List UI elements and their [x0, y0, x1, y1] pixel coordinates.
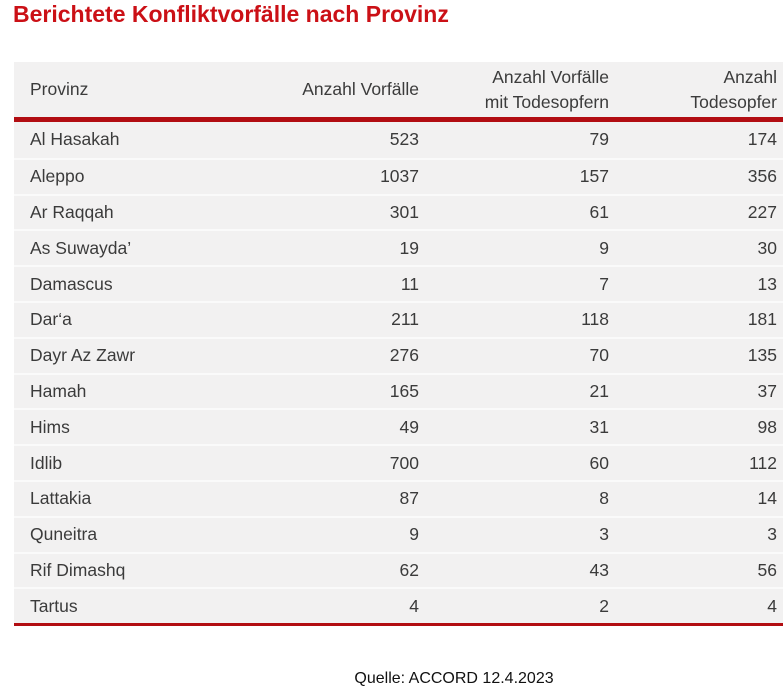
cell-incidents: 87	[399, 488, 419, 509]
column-header-anzahl-vorfaelle: Anzahl Vorfälle	[302, 79, 419, 99]
cell-fatalities: 174	[747, 129, 777, 150]
table-row: As Suwayda’ 19 9 30	[14, 229, 783, 265]
cell-incidents-with-fatalities: 31	[589, 416, 609, 437]
table-row: Tartus 4 2 4	[14, 587, 783, 623]
table-row: Dar‘a 211 118 181	[14, 300, 783, 337]
table-row: Al Hasakah 523 79 174	[14, 122, 783, 158]
cell-fatalities: 135	[747, 345, 777, 366]
cell-fatalities: 4	[767, 595, 777, 616]
cell-incidents: 165	[389, 380, 419, 401]
cell-fatalities: 37	[757, 380, 777, 401]
table-row: Lattakia 87 8 14	[14, 479, 783, 516]
cell-incidents-with-fatalities: 9	[599, 237, 609, 258]
cell-fatalities: 3	[767, 524, 777, 545]
cell-province: As Suwayda’	[30, 237, 132, 258]
cell-fatalities: 14	[757, 488, 777, 509]
cell-fatalities: 356	[747, 166, 777, 187]
cell-province: Aleppo	[30, 166, 85, 187]
cell-fatalities: 181	[747, 309, 777, 330]
cell-province: Al Hasakah	[30, 129, 120, 150]
cell-incidents-with-fatalities: 8	[599, 488, 609, 509]
cell-fatalities: 98	[757, 416, 777, 437]
cell-province: Idlib	[30, 452, 63, 473]
cell-province: Tartus	[30, 595, 78, 616]
cell-incidents-with-fatalities: 61	[589, 201, 609, 222]
cell-incidents-with-fatalities: 60	[589, 452, 609, 473]
cell-incidents-with-fatalities: 2	[599, 595, 609, 616]
table-row: Rif Dimashq 62 43 56	[14, 551, 783, 588]
cell-incidents: 19	[399, 237, 419, 258]
column-header-provinz: Provinz	[30, 79, 89, 99]
cell-incidents: 4	[409, 595, 419, 616]
table-header-row: Provinz Anzahl Vorfälle Anzahl Vorfälle …	[14, 62, 783, 117]
cell-incidents-with-fatalities: 3	[599, 524, 609, 545]
table-row: Idlib 700 60 112	[14, 444, 783, 480]
table-row: Damascus 11 7 13	[14, 265, 783, 301]
cell-fatalities: 56	[757, 559, 777, 580]
cell-incidents: 1037	[380, 166, 419, 187]
cell-province: Dayr Az Zawr	[30, 345, 136, 366]
cell-province: Quneitra	[30, 524, 98, 545]
cell-incidents: 211	[391, 309, 419, 330]
cell-incidents: 700	[389, 452, 419, 473]
cell-fatalities: 30	[757, 237, 777, 258]
table-row: Hamah 165 21 37	[14, 372, 783, 409]
table-body: Al Hasakah 523 79 174 Aleppo 1037 157 356 Ar Raq…	[14, 122, 783, 624]
column-header-anzahl-todesopfer: Anzahl Todesopfer	[690, 66, 777, 112]
table-row: Hims 49 31 98	[14, 408, 783, 444]
cell-incidents: 301	[389, 201, 419, 222]
source-note: Quelle: ACCORD 12.4.2023	[354, 670, 554, 687]
cell-incidents: 49	[399, 416, 419, 437]
cell-incidents: 276	[389, 345, 419, 366]
conflict-incidents-table: Provinz Anzahl Vorfälle Anzahl Vorfälle …	[14, 62, 783, 627]
cell-fatalities: 13	[757, 273, 777, 294]
cell-province: Damascus	[30, 273, 113, 294]
cell-incidents: 9	[409, 524, 419, 545]
column-header-anzahl-vorfaelle-mit-todesopfern: Anzahl Vorfälle mit Todesopfern	[484, 66, 609, 112]
cell-incidents-with-fatalities: 7	[599, 273, 609, 294]
cell-province: Ar Raqqah	[30, 201, 114, 222]
cell-fatalities: 227	[747, 201, 777, 222]
table-row: Ar Raqqah 301 61 227	[14, 193, 783, 230]
cell-incidents-with-fatalities: 43	[589, 559, 609, 580]
table-row: Quneitra 9 3 3	[14, 515, 783, 552]
page-title: Berichtete Konfliktvorfälle nach Provinz	[13, 1, 449, 27]
cell-incidents: 11	[400, 273, 419, 294]
cell-incidents-with-fatalities: 157	[579, 166, 609, 187]
cell-province: Hamah	[30, 380, 87, 401]
bottom-rule	[14, 623, 783, 627]
cell-incidents-with-fatalities: 70	[589, 345, 609, 366]
cell-province: Lattakia	[30, 488, 92, 509]
cell-incidents-with-fatalities: 79	[589, 129, 609, 150]
cell-fatalities: 112	[749, 452, 777, 473]
cell-province: Rif Dimashq	[30, 559, 126, 580]
header-rule	[14, 117, 783, 122]
table-row: Dayr Az Zawr 276 70 135	[14, 336, 783, 373]
cell-incidents-with-fatalities: 21	[589, 380, 609, 401]
table-row: Aleppo 1037 157 356	[14, 157, 783, 194]
cell-province: Hims	[30, 416, 70, 437]
cell-incidents-with-fatalities: 118	[581, 309, 609, 330]
cell-incidents: 62	[399, 559, 419, 580]
cell-incidents: 523	[389, 129, 419, 150]
cell-province: Dar‘a	[30, 309, 72, 330]
